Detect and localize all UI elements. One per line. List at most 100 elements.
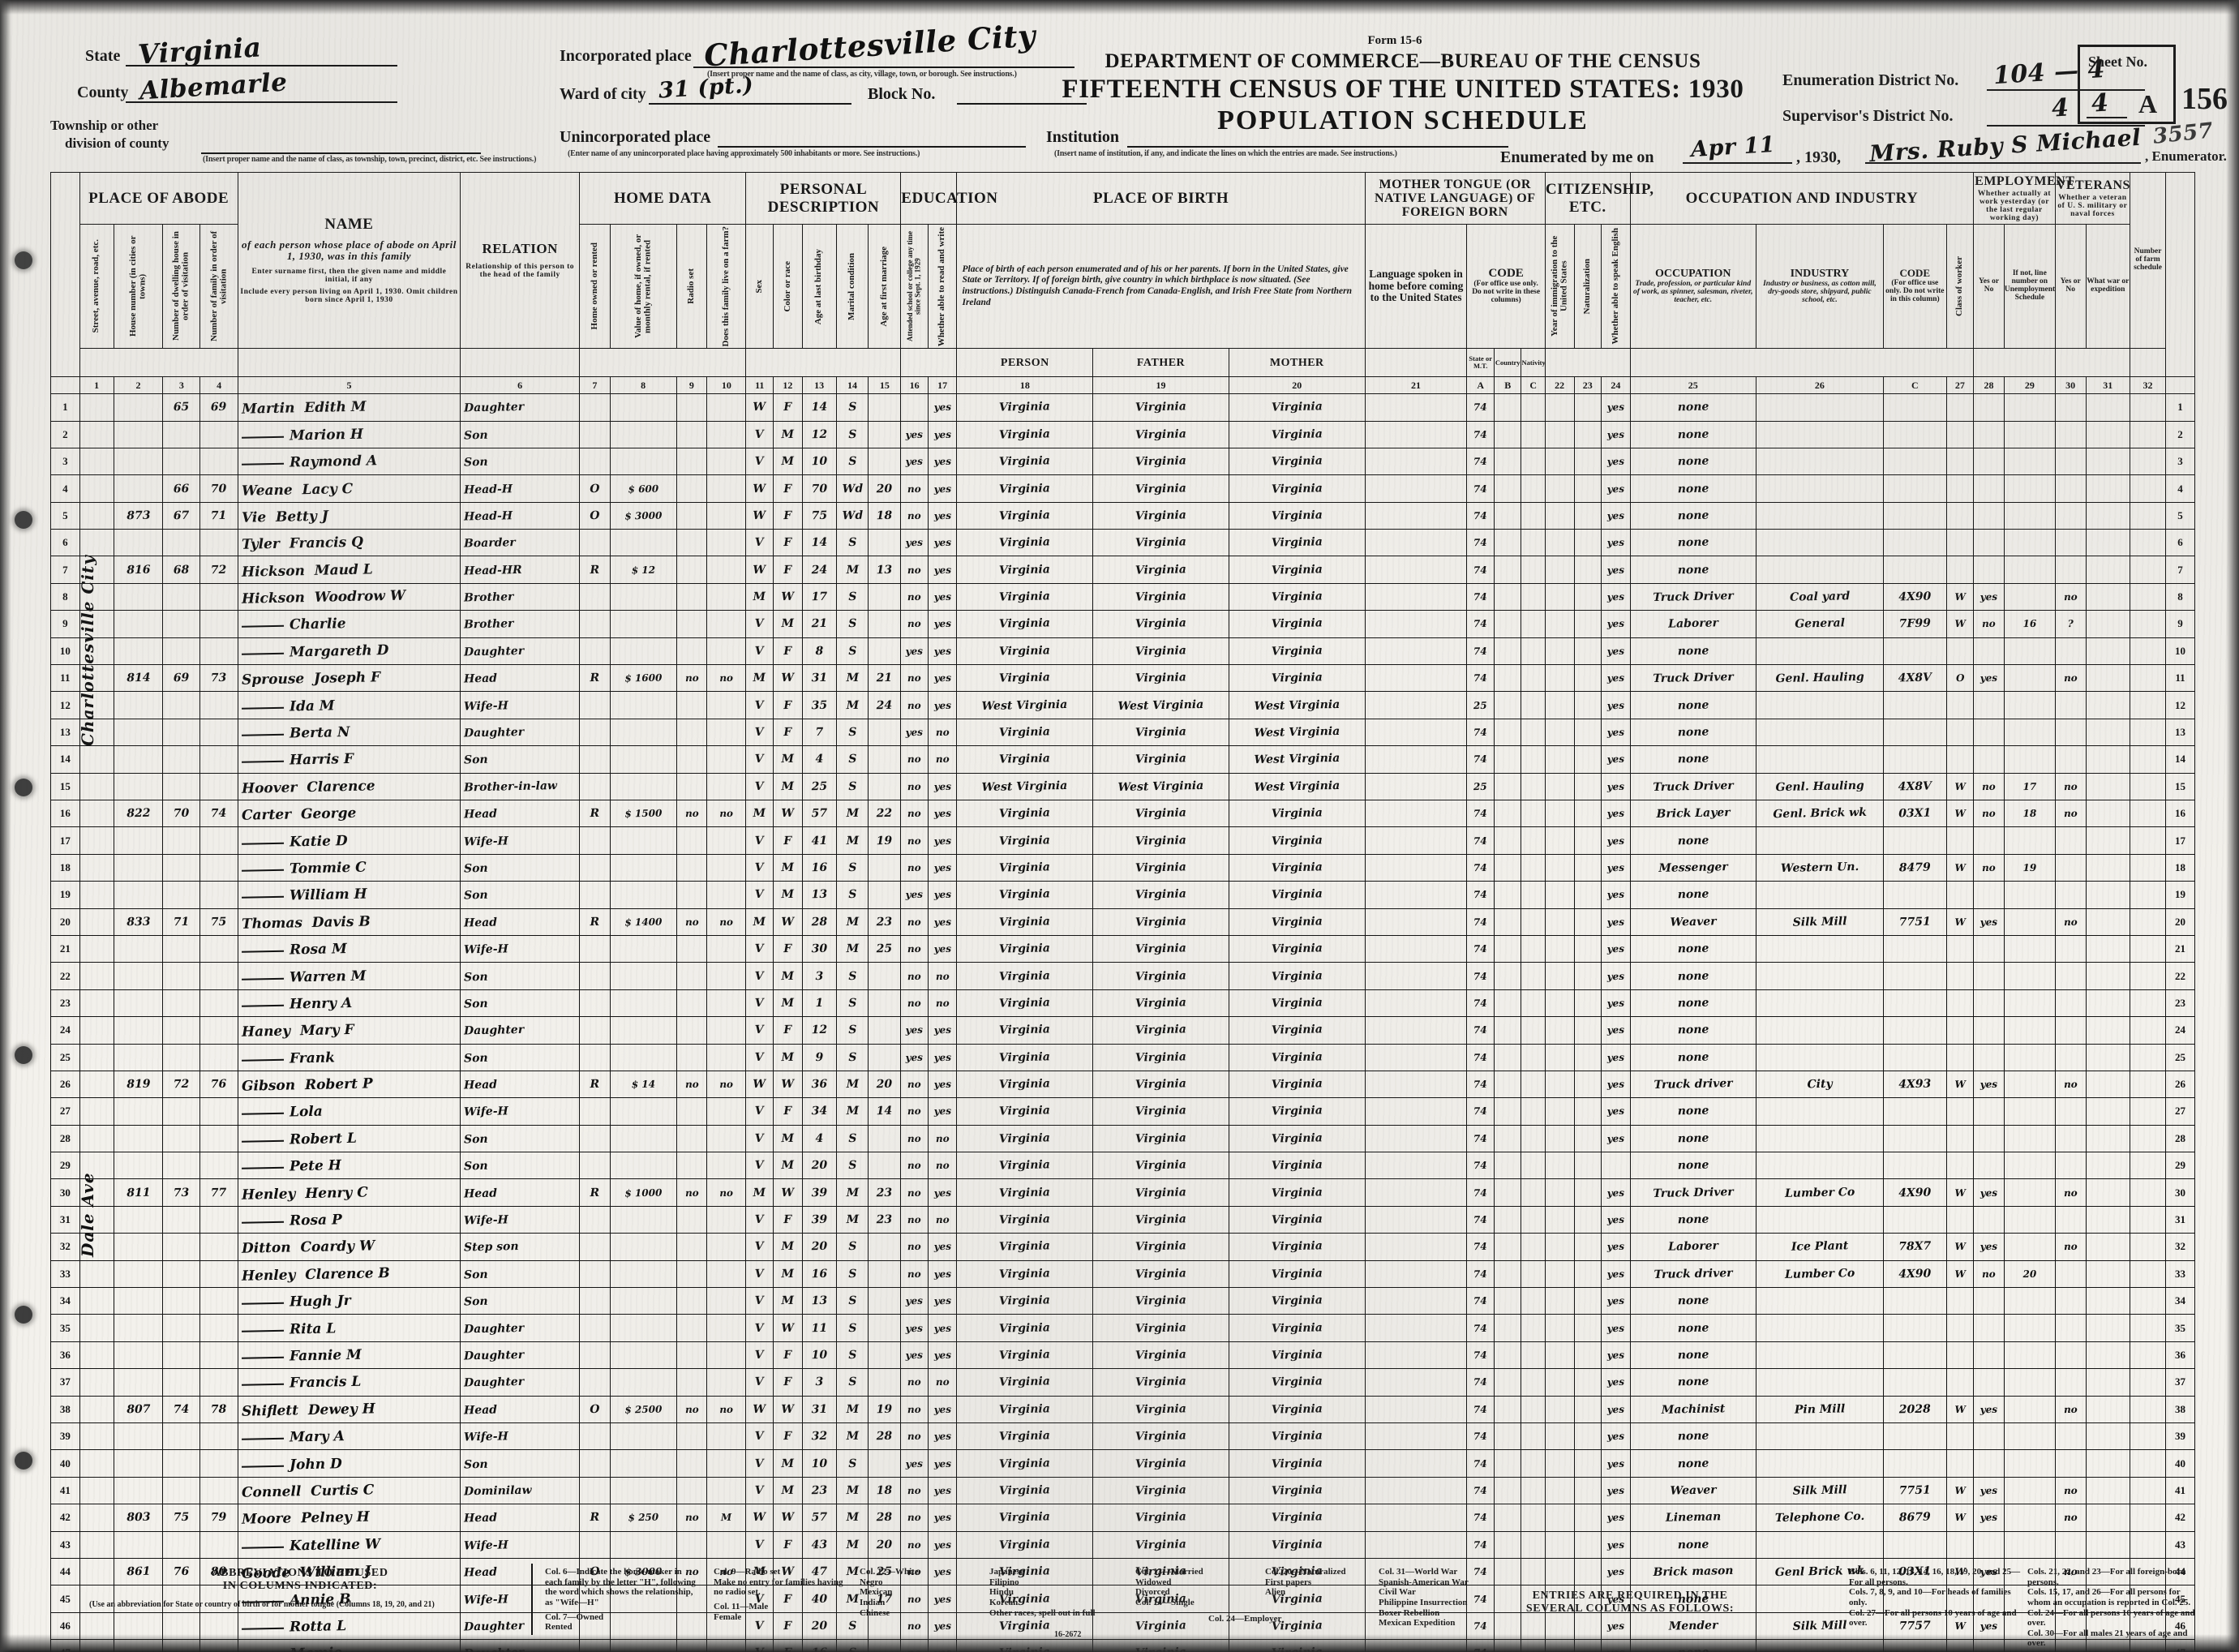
cell-rw[interactable]: yes [927,1476,958,1505]
cell-dwell[interactable] [162,529,201,557]
cell-val[interactable] [609,1287,677,1315]
cell-cs[interactable]: 74 [1466,1530,1495,1559]
cell-vet[interactable] [2054,556,2087,584]
cell-own[interactable] [579,1259,611,1289]
cell-pobm[interactable]: Virginia [1228,1314,1366,1342]
cell-vetwar[interactable] [2085,501,2131,530]
table-row[interactable]: 26 819 72 76 Gibson Robert P Head R $ 14 no no W W 3… [50,1070,2195,1099]
cell-relation[interactable]: Son [460,745,581,774]
cell-agem[interactable] [868,393,902,422]
cell-rw[interactable]: no [927,1205,958,1234]
cell-val[interactable] [609,1016,677,1045]
cell-pob[interactable]: Virginia [956,1124,1094,1153]
cell-house[interactable] [113,1476,164,1505]
cell-school[interactable]: no [900,582,929,611]
cell-occ[interactable]: none [1629,1097,1756,1126]
cell-emp[interactable]: yes [1973,1395,2005,1423]
cell-val[interactable]: $ 2500 [609,1395,677,1423]
cell-vetwar[interactable] [2085,745,2131,774]
cell-cs[interactable]: 74 [1466,447,1495,476]
cell-yr[interactable] [1544,1205,1575,1234]
cell-radio[interactable]: no [676,1504,708,1532]
cell-pob[interactable]: Virginia [956,1530,1094,1559]
cell-yr[interactable] [1544,881,1575,909]
cell-lang[interactable] [1364,610,1468,638]
cell-nat[interactable] [1573,1205,1602,1234]
cell-sex[interactable]: W [745,1070,774,1099]
cell-pobf[interactable]: Virginia [1092,1530,1229,1559]
cell-ct[interactable] [1493,908,1522,936]
cell-ind[interactable] [1755,1016,1885,1045]
cell-vet[interactable] [2054,962,2087,990]
cell-ct[interactable] [1493,474,1522,503]
cell-ct[interactable] [1493,1070,1522,1099]
cell-vet[interactable] [2054,1449,2087,1478]
cell-pobf[interactable]: Virginia [1092,582,1229,611]
cell-yr[interactable] [1544,1530,1575,1559]
cell-val[interactable] [609,1314,677,1342]
cell-cs[interactable]: 74 [1466,393,1495,422]
cell-occode[interactable] [1883,1152,1947,1180]
cell-ind[interactable] [1755,501,1885,530]
cell-sex[interactable]: V [745,1233,774,1261]
cell-lang[interactable] [1364,529,1468,557]
cell-yr[interactable] [1544,1611,1575,1641]
cell-pobf[interactable]: Virginia [1092,1178,1229,1207]
cell-occ[interactable]: none [1629,393,1756,422]
cell-vetwar[interactable] [2085,1205,2131,1234]
cell-cs[interactable]: 74 [1466,1449,1495,1478]
cell-relation[interactable]: Daughter [460,637,581,666]
cell-emp[interactable]: yes [1973,1504,2005,1532]
cell-farmno[interactable] [2130,447,2167,476]
cell-school[interactable]: no [900,1259,929,1289]
cell-school[interactable]: no [900,1070,929,1099]
cell-own[interactable]: O [579,1395,611,1423]
cell-sex[interactable]: V [745,1368,774,1397]
cell-lang[interactable] [1364,1530,1468,1559]
cell-vet[interactable]: no [2054,908,2087,936]
cell-rw[interactable]: yes [927,501,958,530]
cell-dwell[interactable] [162,989,201,1018]
cell-color[interactable]: W [773,1395,803,1423]
cell-color[interactable]: F [773,1368,803,1397]
cell-vet[interactable] [2054,1097,2087,1126]
cell-mar[interactable]: S [835,1152,869,1180]
cell-yr[interactable] [1544,1152,1575,1180]
cell-cs[interactable]: 74 [1466,1639,1495,1652]
cell-color[interactable]: M [773,1259,803,1289]
cell-eng[interactable]: yes [1601,474,1631,503]
cell-house[interactable] [113,1287,164,1315]
cell-mar[interactable]: M [835,799,869,828]
cell-lang[interactable] [1364,1585,1468,1613]
cell-color[interactable]: F [773,691,803,719]
cell-school[interactable]: no [900,853,929,882]
cell-name[interactable]: William H [237,881,461,909]
cell-eng[interactable]: yes [1601,1504,1631,1532]
cell-street[interactable] [79,1070,114,1099]
cell-agem[interactable]: 13 [868,556,902,584]
cell-rw[interactable]: yes [927,447,958,476]
cell-pobm[interactable]: Virginia [1228,1097,1366,1126]
cell-emp[interactable]: yes [1973,1233,2005,1261]
cell-age[interactable]: 35 [801,691,837,719]
cell-relation[interactable]: Wife-H [460,691,581,719]
cell-occ[interactable]: Mender [1629,1611,1756,1641]
cell-farmno[interactable] [2130,582,2167,611]
cell-own[interactable] [579,1233,611,1261]
cell-own[interactable] [579,610,611,638]
cell-vet[interactable] [2054,826,2087,855]
cell-lang[interactable] [1364,447,1468,476]
cell-fam[interactable] [199,420,238,448]
cell-rw[interactable]: yes [927,1233,958,1261]
cell-farmq[interactable] [706,772,747,801]
cell-nat[interactable] [1573,989,1602,1018]
cell-rw[interactable]: yes [927,1016,958,1045]
cell-lang[interactable] [1364,1124,1468,1153]
cell-nat[interactable] [1573,1314,1602,1342]
cell-relation[interactable]: Brother [460,582,581,611]
cell-ct[interactable] [1493,610,1522,638]
cell-ind[interactable]: Telephone Co. [1755,1504,1885,1532]
cell-cls[interactable] [1945,1152,1975,1180]
cell-name[interactable]: Henley Henry C [237,1178,461,1207]
cell-eng[interactable]: yes [1601,420,1631,448]
